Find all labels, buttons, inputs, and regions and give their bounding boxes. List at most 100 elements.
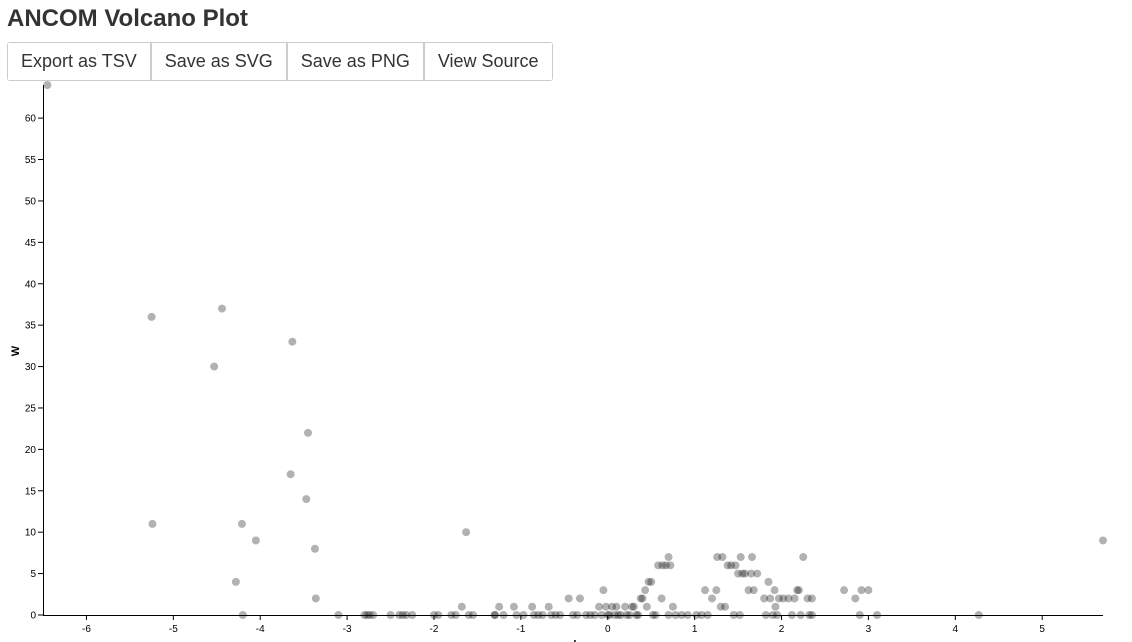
data-point[interactable] (761, 611, 770, 619)
data-point[interactable] (610, 611, 619, 619)
data-point[interactable] (736, 553, 745, 562)
data-point[interactable] (251, 536, 260, 545)
data-point[interactable] (451, 611, 460, 619)
data-point[interactable] (398, 611, 407, 619)
data-point[interactable] (651, 611, 660, 619)
data-point[interactable] (286, 470, 295, 479)
data-point[interactable] (311, 594, 320, 603)
data-point[interactable] (771, 602, 780, 611)
data-point[interactable] (716, 602, 725, 611)
data-point[interactable] (147, 312, 156, 321)
data-point[interactable] (534, 611, 543, 619)
data-point[interactable] (464, 611, 473, 619)
data-point[interactable] (490, 611, 499, 619)
data-point[interactable] (677, 611, 686, 619)
data-point[interactable] (735, 611, 744, 619)
data-point[interactable] (721, 602, 730, 611)
data-point[interactable] (741, 569, 750, 578)
data-point[interactable] (231, 577, 240, 586)
data-point[interactable] (799, 553, 808, 562)
data-point[interactable] (636, 594, 645, 603)
data-point[interactable] (671, 611, 680, 619)
data-point[interactable] (490, 611, 499, 619)
data-point[interactable] (840, 586, 849, 595)
data-point[interactable] (661, 561, 670, 570)
data-point[interactable] (632, 611, 641, 619)
data-point[interactable] (148, 519, 157, 528)
data-point[interactable] (595, 602, 604, 611)
data-point[interactable] (851, 594, 860, 603)
data-point[interactable] (582, 611, 591, 619)
save-svg-button[interactable]: Save as SVG (151, 43, 288, 80)
data-point[interactable] (237, 519, 246, 528)
data-point[interactable] (43, 81, 52, 89)
data-point[interactable] (605, 611, 614, 619)
data-point[interactable] (217, 304, 226, 313)
data-point[interactable] (590, 611, 599, 619)
data-point[interactable] (408, 611, 417, 619)
data-point[interactable] (807, 611, 816, 619)
data-point[interactable] (747, 569, 756, 578)
data-point[interactable] (664, 553, 673, 562)
data-point[interactable] (753, 569, 762, 578)
data-point[interactable] (538, 611, 547, 619)
data-point[interactable] (668, 602, 677, 611)
data-point[interactable] (766, 594, 775, 603)
data-point[interactable] (647, 577, 656, 586)
data-point[interactable] (974, 611, 983, 619)
data-point[interactable] (602, 602, 611, 611)
data-point[interactable] (603, 611, 612, 619)
data-point[interactable] (569, 611, 577, 619)
data-point[interactable] (625, 611, 634, 619)
data-point[interactable] (363, 611, 372, 619)
data-point[interactable] (386, 611, 395, 619)
data-point[interactable] (434, 611, 443, 619)
data-point[interactable] (512, 611, 521, 619)
data-point[interactable] (369, 611, 378, 619)
data-point[interactable] (499, 611, 508, 619)
data-point[interactable] (664, 611, 673, 619)
save-png-button[interactable]: Save as PNG (287, 43, 425, 80)
data-point[interactable] (644, 577, 653, 586)
data-point[interactable] (495, 602, 504, 611)
data-point[interactable] (360, 611, 369, 619)
data-point[interactable] (555, 611, 564, 619)
data-point[interactable] (738, 569, 747, 578)
data-point[interactable] (793, 586, 802, 595)
data-point[interactable] (770, 586, 779, 595)
data-point[interactable] (807, 594, 816, 603)
data-point[interactable] (1099, 536, 1107, 545)
data-point[interactable] (608, 602, 617, 611)
data-point[interactable] (302, 495, 311, 504)
data-point[interactable] (457, 602, 466, 611)
export-tsv-button[interactable]: Export as TSV (8, 43, 152, 80)
data-point[interactable] (718, 553, 727, 562)
data-point[interactable] (747, 553, 756, 562)
data-point[interactable] (787, 611, 796, 619)
data-point[interactable] (764, 577, 773, 586)
data-point[interactable] (622, 611, 631, 619)
data-point[interactable] (666, 561, 675, 570)
data-point[interactable] (692, 611, 701, 619)
data-point[interactable] (462, 528, 471, 537)
data-point[interactable] (621, 602, 630, 611)
data-point[interactable] (855, 611, 864, 619)
data-point[interactable] (528, 602, 537, 611)
data-point[interactable] (654, 561, 663, 570)
data-point[interactable] (429, 611, 438, 619)
data-point[interactable] (749, 586, 758, 595)
data-point[interactable] (509, 602, 518, 611)
data-point[interactable] (551, 611, 560, 619)
data-point[interactable] (701, 586, 710, 595)
data-point[interactable] (779, 594, 788, 603)
data-point[interactable] (402, 611, 411, 619)
data-point[interactable] (794, 586, 803, 595)
data-point[interactable] (288, 337, 297, 346)
data-point[interactable] (697, 611, 706, 619)
data-point[interactable] (657, 594, 666, 603)
data-point[interactable] (544, 602, 553, 611)
data-point[interactable] (703, 611, 712, 619)
data-point[interactable] (614, 611, 623, 619)
data-point[interactable] (784, 594, 793, 603)
data-point[interactable] (612, 602, 621, 611)
